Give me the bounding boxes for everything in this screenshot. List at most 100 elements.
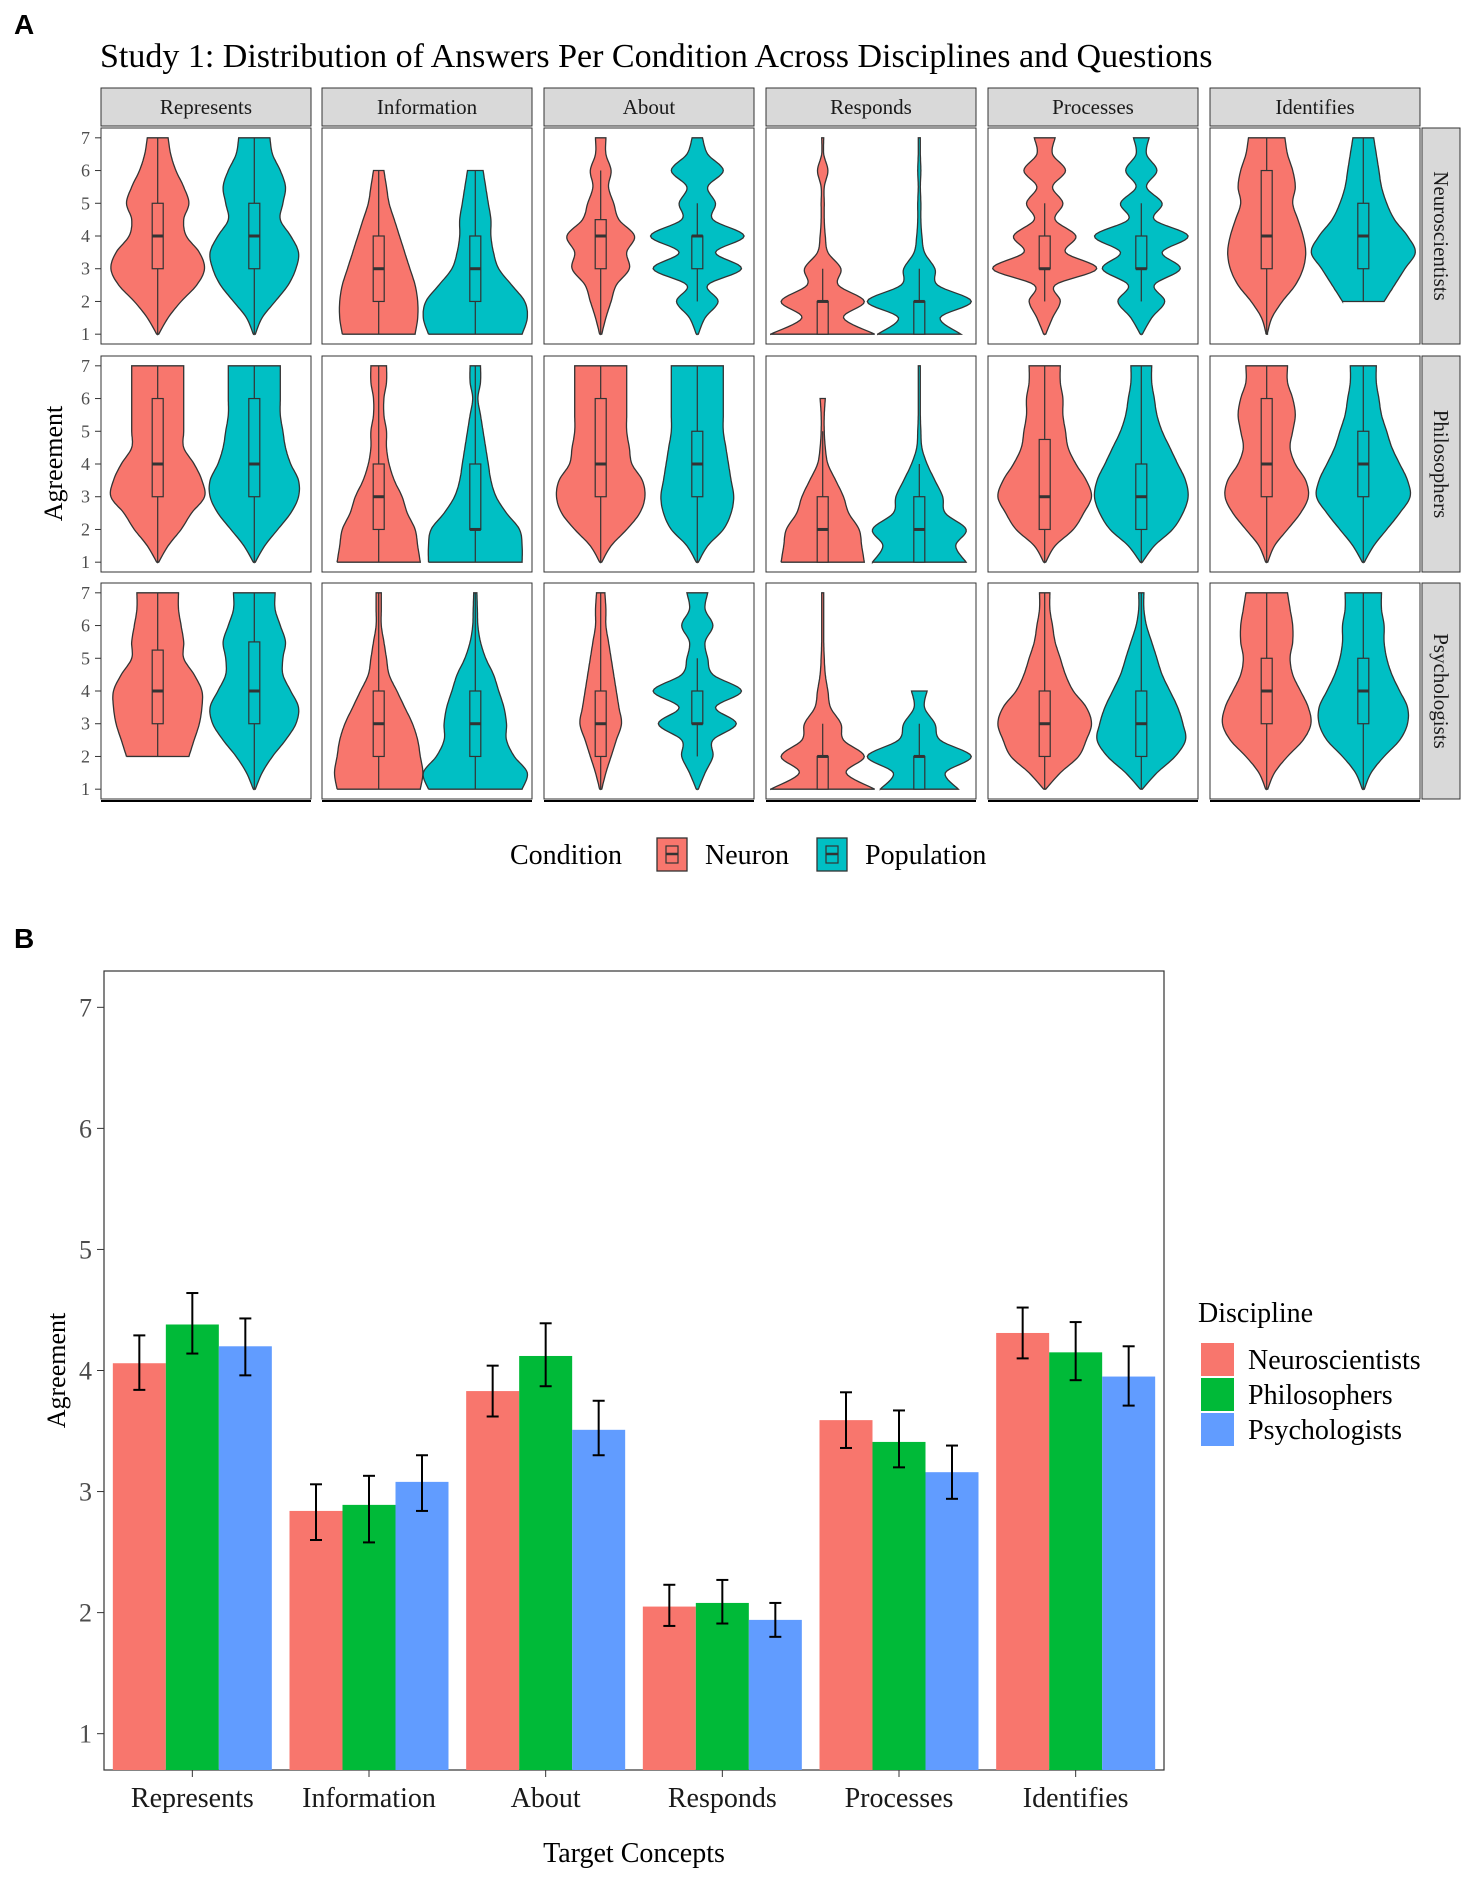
legend-item-label: Neuron — [705, 840, 789, 871]
y-tick-label: 3 — [79, 1478, 92, 1507]
box-iqr — [691, 690, 704, 725]
facet-panel — [321, 355, 533, 573]
facet-strip — [1421, 582, 1461, 800]
box-iqr — [594, 397, 607, 498]
legend-item-label: Population — [865, 840, 986, 871]
facet-panel — [543, 127, 755, 345]
y-tick-label: 5 — [79, 1235, 92, 1264]
y-tick-label: 3 — [81, 259, 90, 279]
box-iqr — [1038, 235, 1051, 270]
y-tick-label: 7 — [79, 993, 92, 1022]
bar-neuroscientists — [112, 1363, 166, 1770]
legend-title: Discipline — [1198, 1298, 1313, 1329]
bar-psychologists — [395, 1481, 449, 1770]
y-tick-label: 4 — [81, 226, 90, 246]
facet-column-label: Represents — [160, 95, 252, 119]
box-iqr — [691, 235, 704, 270]
legend-item-label: Philosophers — [1248, 1380, 1393, 1411]
facet-row-label: Neuroscientists — [1429, 171, 1453, 300]
facet-panel — [100, 582, 312, 800]
facet-strip — [1421, 355, 1461, 573]
bar-philosophers — [519, 1355, 573, 1770]
legend-key-philosophers — [1201, 1378, 1234, 1411]
x-tick-label: About — [511, 1783, 581, 1814]
violin-neuron — [770, 137, 875, 336]
y-axis-label: Agreement — [39, 405, 68, 521]
y-tick-label: 1 — [81, 552, 90, 572]
y-axis-label: Agreement — [42, 1312, 71, 1428]
box-iqr — [913, 755, 926, 790]
facet-strip — [100, 87, 312, 127]
facet-strip — [987, 87, 1199, 127]
facet-panel — [100, 355, 312, 573]
panel-a-label: A — [14, 9, 34, 40]
x-tick-label: Information — [302, 1783, 436, 1814]
box-iqr — [151, 397, 164, 498]
facet-column-label: Identifies — [1275, 95, 1354, 119]
y-tick-label: 6 — [81, 616, 90, 636]
legend-item-label: Neuroscientists — [1248, 1345, 1421, 1376]
box-iqr — [816, 300, 829, 335]
box-iqr — [1260, 169, 1273, 270]
bar-philosophers — [165, 1324, 219, 1770]
y-tick-label: 7 — [81, 583, 90, 603]
facet-panel — [987, 582, 1199, 800]
bar-psychologists — [218, 1346, 272, 1770]
y-tick-label: 1 — [81, 779, 90, 799]
box-iqr — [913, 300, 926, 335]
x-tick-label: Identifies — [1023, 1783, 1129, 1814]
y-tick-label: 3 — [81, 487, 90, 507]
y-tick-label: 3 — [81, 714, 90, 734]
violin-neuron — [770, 592, 875, 791]
facet-column-label: Responds — [830, 95, 912, 119]
bar-psychologists — [748, 1619, 802, 1770]
facet-panel — [987, 127, 1199, 345]
y-tick-label: 5 — [81, 193, 90, 213]
y-tick-label: 6 — [81, 389, 90, 409]
legend-condition: Condition Neuron Population — [510, 837, 986, 872]
box-iqr — [594, 219, 607, 270]
facet-row-label: Philosophers — [1429, 410, 1453, 519]
box-iqr — [469, 463, 482, 531]
box-iqr — [1135, 235, 1148, 270]
panel-b-label: B — [14, 923, 34, 954]
bar-philosophers — [695, 1602, 749, 1770]
bar-neuroscientists — [819, 1420, 873, 1770]
bar-plot-panel — [103, 970, 1165, 1771]
y-tick-label: 7 — [81, 128, 90, 148]
box-iqr — [248, 641, 261, 725]
facet-panel — [765, 582, 977, 800]
box-iqr — [816, 755, 829, 790]
y-tick-label: 4 — [79, 1357, 92, 1386]
y-tick-label: 6 — [81, 161, 90, 181]
facet-strip — [1209, 87, 1421, 127]
y-tick-label: 2 — [81, 746, 90, 766]
facet-panel — [765, 355, 977, 573]
facet-panel — [987, 355, 1199, 573]
violin-title: Study 1: Distribution of Answers Per Con… — [100, 38, 1213, 75]
bar-philosophers — [1049, 1352, 1103, 1770]
bar-psychologists — [925, 1472, 979, 1770]
facet-column-label: Information — [377, 95, 478, 119]
facet-panel — [1209, 355, 1421, 573]
y-tick-label: 5 — [81, 421, 90, 441]
facet-panel — [543, 582, 755, 800]
bar-psychologists — [1102, 1376, 1156, 1770]
facet-strip — [543, 87, 755, 127]
legend-discipline: Discipline Neuroscientists Philosophers Psy… — [1198, 1298, 1421, 1446]
facet-column-label: Processes — [1052, 95, 1134, 119]
bar-neuroscientists — [466, 1391, 520, 1770]
y-tick-label: 2 — [79, 1599, 92, 1628]
y-tick-label: 2 — [81, 519, 90, 539]
bar-philosophers — [872, 1441, 926, 1770]
facet-panel — [1209, 582, 1421, 800]
bar-neuroscientists — [996, 1332, 1050, 1770]
box-iqr — [1038, 438, 1051, 531]
x-tick-label: Processes — [845, 1783, 954, 1814]
y-tick-label: 5 — [81, 648, 90, 668]
facet-strip — [1421, 127, 1461, 345]
facet-panel — [1209, 127, 1421, 345]
y-tick-label: 2 — [81, 291, 90, 311]
bar-neuroscientists — [289, 1510, 343, 1770]
facet-panel — [321, 582, 533, 800]
